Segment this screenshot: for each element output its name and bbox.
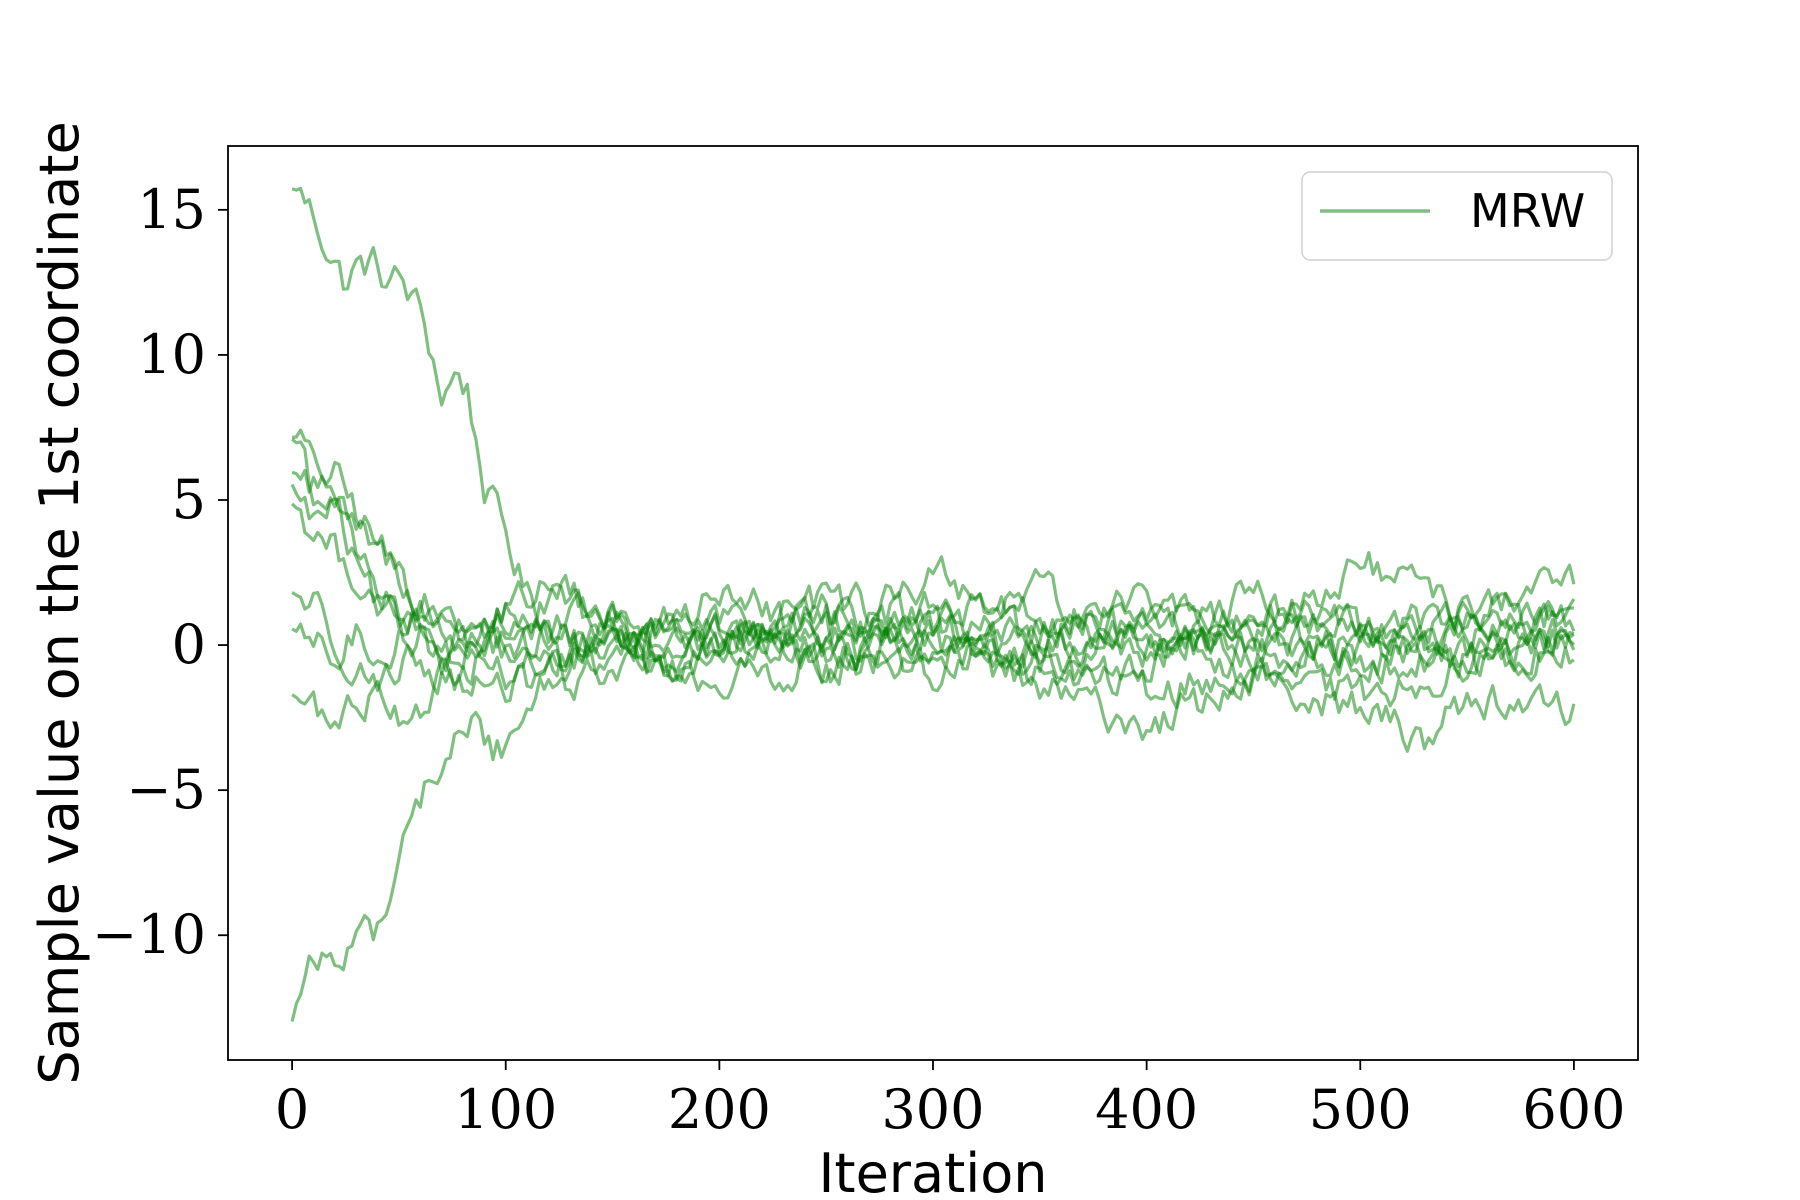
y-tick-label: −5: [126, 758, 206, 821]
x-tick-label: 500: [1309, 1078, 1412, 1141]
y-tick-label: −10: [92, 903, 206, 966]
x-tick-label: 400: [1095, 1078, 1198, 1141]
y-tick-label: 5: [172, 468, 206, 531]
series-line-10: [291, 468, 1576, 677]
x-tick-label: 100: [454, 1078, 557, 1141]
y-tick-label: 15: [137, 178, 206, 241]
series-layer: [290, 186, 1576, 1022]
legend-label-mrw: MRW: [1470, 184, 1585, 238]
series-line-5: [290, 502, 1576, 753]
legend: MRW: [1301, 171, 1613, 261]
series-line-1: [291, 186, 1576, 701]
x-tick-label: 300: [881, 1078, 984, 1141]
series-line-9: [290, 602, 1575, 1022]
x-tick-label: 200: [668, 1078, 771, 1141]
x-axis-title: Iteration: [818, 1142, 1047, 1200]
y-tick-label: 0: [172, 613, 206, 676]
legend-box: [1301, 171, 1613, 261]
y-tick-label: 10: [137, 323, 206, 386]
series-line-8: [291, 605, 1576, 730]
ticks-layer: 0 100 200 300 400 500 600 −10 −5 0 5 10 15: [92, 178, 1625, 1141]
x-tick-label: 600: [1522, 1078, 1625, 1141]
x-tick-label: 0: [275, 1078, 309, 1141]
y-axis-title: Sample value on the 1st coordinate: [28, 121, 91, 1084]
